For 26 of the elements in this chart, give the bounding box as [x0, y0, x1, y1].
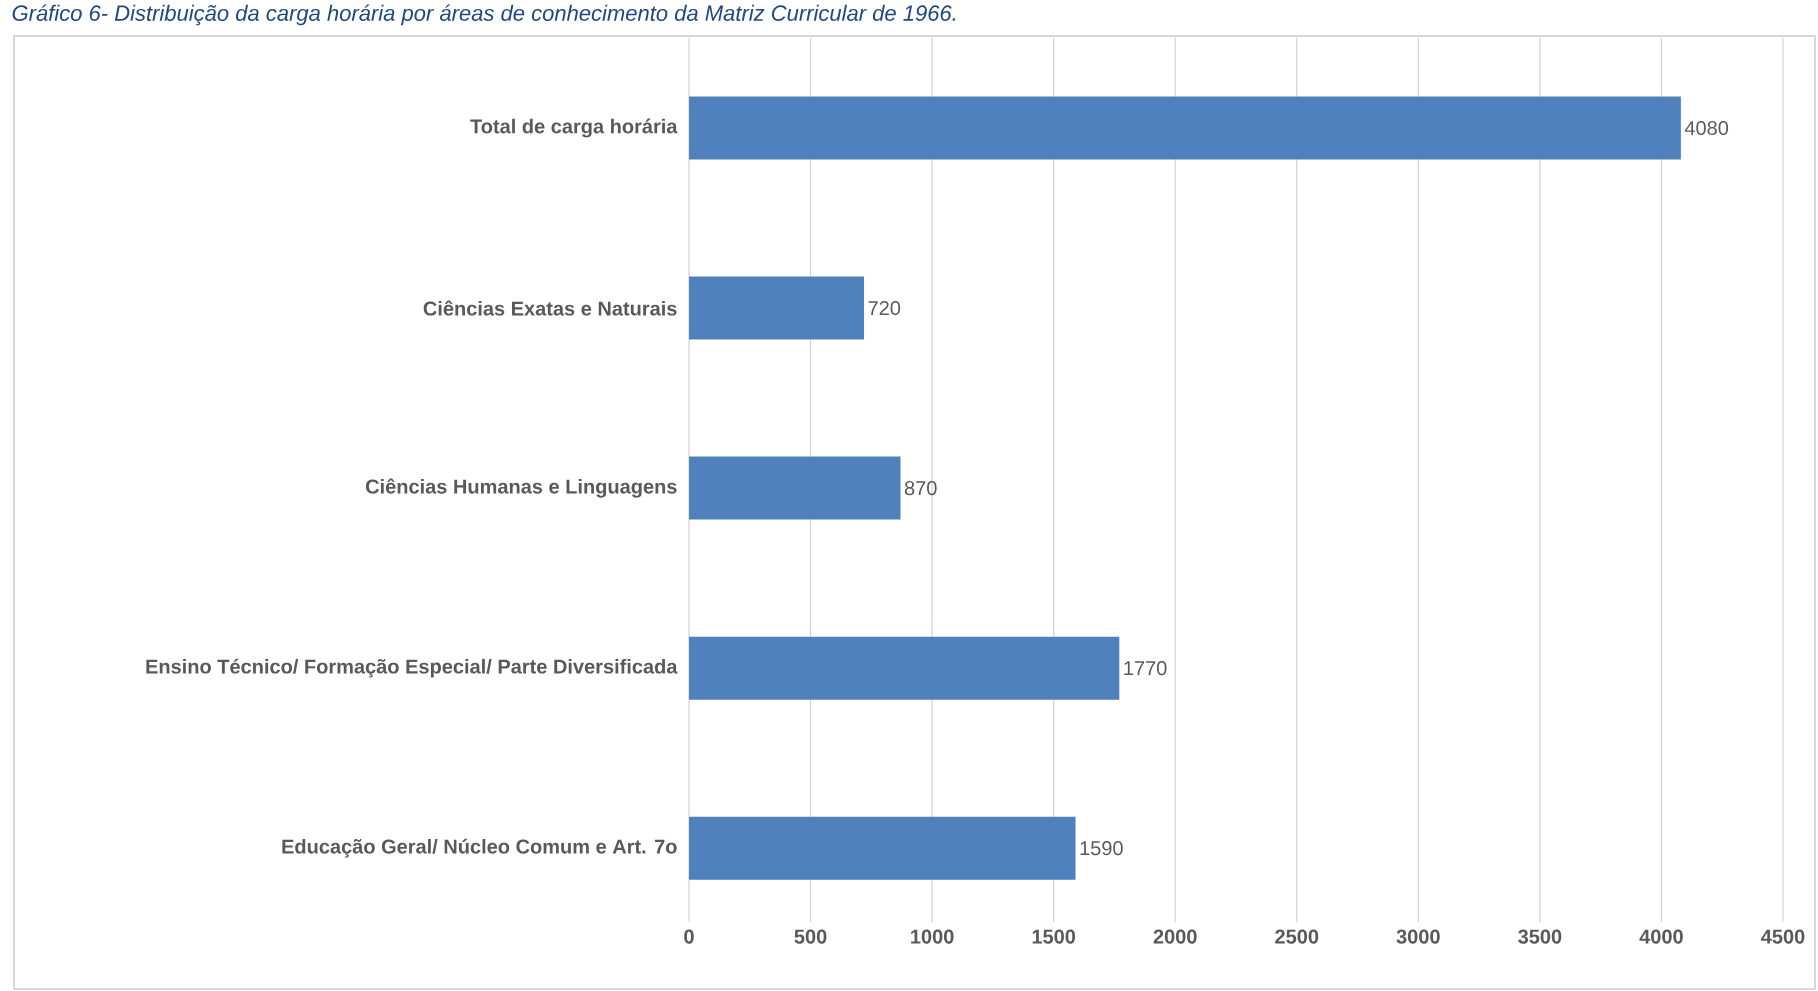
- data-label: 720: [868, 300, 901, 316]
- bar: [689, 636, 1120, 700]
- text: Gráfico 6- Distribuição da carga horária por áreas de conhecimento da Matriz Curricular de 1966.: [12, 4, 956, 26]
- data-label: 1770: [1124, 661, 1167, 676]
- y-tick-label: Total de carga horária: [470, 118, 678, 138]
- x-tick-label: 2500: [1275, 929, 1319, 944]
- x-tick-label: 2000: [1153, 929, 1197, 944]
- y-tick-label: Ciências Humanas e Linguagens: [365, 478, 677, 498]
- x-tick-label: 3000: [1396, 929, 1440, 944]
- x-tick-label: 0: [684, 929, 694, 944]
- x-tick-label: 4500: [1761, 929, 1805, 944]
- bar: [689, 276, 865, 340]
- y-tick-label: Ciências Exatas e Naturais: [423, 300, 677, 316]
- x-tick-label: 500: [794, 929, 827, 944]
- y-tick-label: Educação Geral/ Núcleo Comum e Art. 7o: [282, 838, 677, 858]
- x-tick-label: 3500: [1518, 929, 1562, 944]
- x-tick-label: 1000: [911, 929, 954, 944]
- data-label: 1590: [1080, 841, 1123, 856]
- bar: [689, 456, 901, 520]
- bar: [689, 816, 1076, 880]
- data-label: 870: [904, 481, 937, 496]
- y-tick-label: Ensino Técnico/ Formação Especial/ Parte Diversificada: [146, 658, 678, 678]
- bar: [689, 96, 1681, 160]
- x-tick-label: 4000: [1639, 929, 1683, 944]
- x-tick-label: 1500: [1032, 929, 1076, 944]
- data-label: 4080: [1684, 120, 1729, 136]
